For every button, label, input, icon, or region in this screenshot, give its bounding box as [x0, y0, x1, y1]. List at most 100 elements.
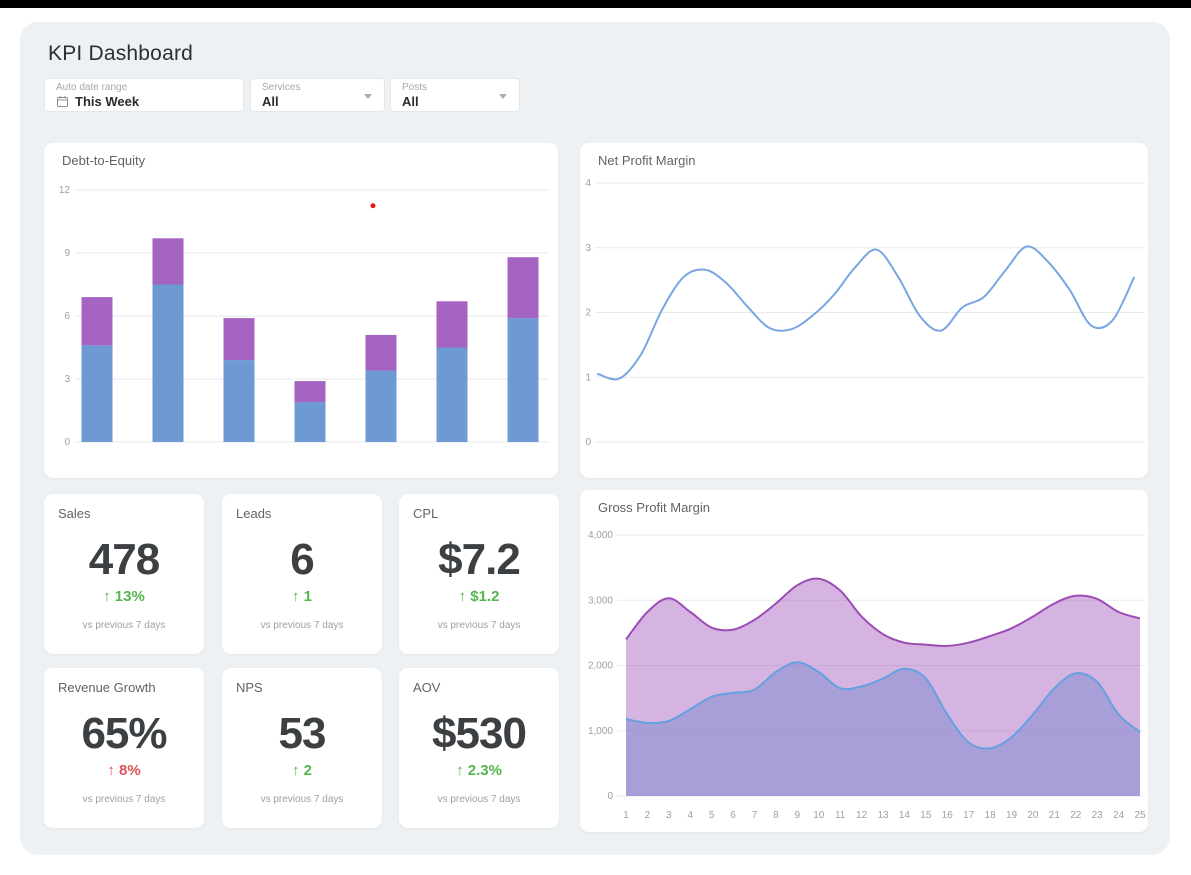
kpi-delta: ↑ 13%	[103, 588, 145, 605]
kpi-value: 6	[290, 535, 314, 584]
debt-to-equity-card: Debt-to-Equity 0 3 6 9 12	[44, 143, 558, 478]
x-tick-label: 7	[752, 810, 758, 821]
red-point-marker	[370, 203, 376, 209]
x-tick-label: 14	[899, 810, 911, 821]
bar-segment-upper	[152, 238, 184, 285]
x-tick-label: 23	[1092, 810, 1104, 821]
x-tick-label: 19	[1006, 810, 1018, 821]
date-range-value: This Week	[75, 94, 140, 109]
x-tick-label: 5	[709, 810, 715, 821]
bar-segment-lower	[223, 360, 255, 442]
x-tick-label: 24	[1113, 810, 1125, 821]
kpi-delta: ↑ 1	[291, 588, 312, 605]
x-tick-label: 9	[795, 810, 801, 821]
lower-area-fill	[626, 662, 1140, 796]
kpi-note: vs previous 7 days	[437, 620, 521, 631]
x-tick-label: 15	[920, 810, 932, 821]
kpi-value: $530	[432, 709, 527, 758]
chart-title: Gross Profit Margin	[598, 500, 710, 515]
kpi-title: Revenue Growth	[58, 680, 156, 695]
x-tick-label: 4	[687, 810, 693, 821]
x-tick-label: 17	[963, 810, 975, 821]
x-tick-label: 22	[1070, 810, 1082, 821]
chart-title: Net Profit Margin	[598, 153, 696, 168]
x-tick-label: 12	[856, 810, 868, 821]
x-tick-label: 21	[1049, 810, 1061, 821]
bar-segment-upper	[365, 334, 397, 371]
x-tick-label: 10	[813, 810, 825, 821]
services-value: All	[262, 94, 279, 109]
bar-segment-upper	[294, 381, 326, 403]
x-tick-label: 16	[942, 810, 954, 821]
y-tick-label: 9	[64, 248, 70, 259]
kpi-title: CPL	[413, 506, 439, 521]
x-tick-label: 20	[1027, 810, 1039, 821]
x-tick-label: 25	[1134, 810, 1146, 821]
bar-segment-upper	[436, 301, 468, 348]
kpi-note: vs previous 7 days	[260, 620, 344, 631]
kpi-card-sales: Sales 478 ↑ 13% vs previous 7 days	[44, 494, 204, 654]
x-tick-label: 11	[835, 810, 846, 821]
gross-profit-margin-card: Gross Profit Margin 0 1,000 2,000 3,000 4,00…	[580, 490, 1148, 832]
y-tick-label: 0	[607, 791, 613, 802]
x-tick-label: 3	[666, 810, 672, 821]
x-tick-label: 2	[645, 810, 651, 821]
bar-segment-lower	[507, 318, 539, 442]
net-profit-margin-card: Net Profit Margin 0 1 2 3 4	[580, 143, 1148, 478]
kpi-title: Sales	[58, 506, 91, 521]
line-series	[597, 245, 1135, 381]
posts-filter[interactable]: Posts All	[391, 79, 519, 111]
kpi-delta: ↑ 2	[291, 762, 312, 779]
kpi-delta: ↑ $1.2	[458, 588, 500, 605]
x-tick-label: 1	[623, 810, 629, 821]
kpi-note: vs previous 7 days	[82, 620, 166, 631]
y-tick-label: 0	[64, 437, 70, 448]
kpi-value: 478	[88, 535, 160, 584]
kpi-card-nps: NPS 53 ↑ 2 vs previous 7 days	[222, 668, 382, 828]
upper-area-fill	[626, 578, 1140, 796]
x-tick-label: 6	[730, 810, 736, 821]
chevron-down-icon	[499, 94, 507, 99]
dashboard-panel: KPI Dashboard Auto date range This Week …	[20, 22, 1170, 855]
y-tick-label: 3	[585, 243, 591, 254]
kpi-value: 65%	[81, 709, 167, 758]
kpi-delta: ↑ 8%	[107, 762, 141, 779]
net-profit-margin-chart: 0 1 2 3 4	[585, 178, 1145, 448]
kpi-card-revenue-growth: Revenue Growth 65% ↑ 8% vs previous 7 da…	[44, 668, 204, 828]
date-range-label: Auto date range	[56, 82, 128, 93]
y-tick-label: 12	[59, 185, 71, 196]
bar-series	[81, 238, 539, 442]
posts-label: Posts	[402, 82, 428, 93]
kpi-title: Leads	[236, 506, 272, 521]
kpi-value: $7.2	[438, 535, 521, 584]
kpi-card-aov: AOV $530 ↑ 2.3% vs previous 7 days	[399, 668, 559, 828]
bar-segment-lower	[81, 345, 113, 442]
upper-area-line	[625, 577, 1141, 647]
services-filter[interactable]: Services All	[251, 79, 384, 111]
kpi-note: vs previous 7 days	[82, 794, 166, 805]
y-tick-label: 3,000	[588, 595, 613, 606]
y-tick-label: 4	[585, 178, 591, 189]
y-tick-label: 2,000	[588, 661, 613, 672]
posts-value: All	[402, 94, 419, 109]
debt-to-equity-chart: 0 3 6 9 12	[59, 185, 548, 448]
bar-segment-lower	[152, 284, 184, 442]
page-title: KPI Dashboard	[48, 42, 194, 65]
y-tick-label: 1,000	[588, 726, 613, 737]
y-tick-label: 0	[585, 437, 591, 448]
y-tick-label: 2	[585, 308, 591, 319]
y-tick-label: 4,000	[588, 530, 613, 541]
top-black-bar	[0, 0, 1191, 8]
date-range-filter[interactable]: Auto date range This Week	[45, 79, 243, 111]
kpi-card-leads: Leads 6 ↑ 1 vs previous 7 days	[222, 494, 382, 654]
kpi-note: vs previous 7 days	[260, 794, 344, 805]
kpi-title: AOV	[413, 680, 441, 695]
kpi-card-cpl: CPL $7.2 ↑ $1.2 vs previous 7 days	[399, 494, 559, 654]
bar-segment-upper	[81, 297, 113, 346]
y-tick-label: 6	[64, 311, 70, 322]
bar-segment-lower	[294, 402, 326, 442]
bar-segment-lower	[436, 347, 468, 442]
x-tick-label: 8	[773, 810, 779, 821]
lower-area-line	[625, 661, 1141, 750]
y-tick-label: 3	[64, 374, 70, 385]
